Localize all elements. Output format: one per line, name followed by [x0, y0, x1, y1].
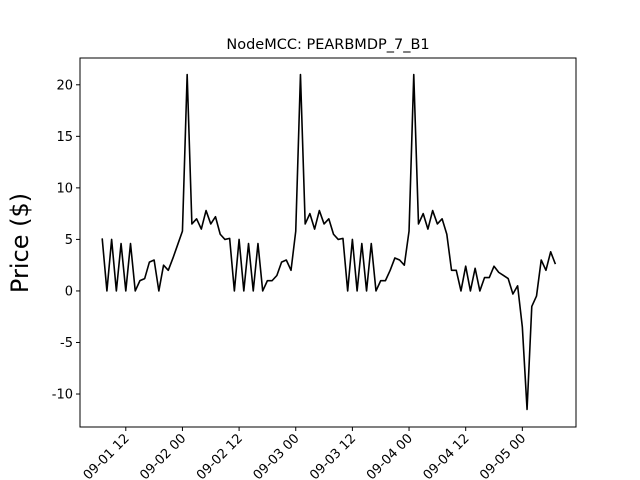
x-tick-label: 09-02 00 — [137, 431, 189, 480]
x-tick-label: 09-01 12 — [81, 431, 133, 480]
x-tick-label: 09-03 12 — [307, 431, 359, 480]
series-line — [101, 73, 557, 411]
x-tick-label: 09-04 00 — [364, 431, 416, 480]
chart-title: NodeMCC: PEARBMDP_7_B1 — [226, 37, 429, 53]
y-tick-label: -10 — [52, 388, 73, 403]
y-tick-label: 15 — [56, 130, 73, 145]
y-tick-label: 0 — [65, 284, 73, 299]
y-tick-label: 20 — [56, 78, 73, 93]
plot-frame — [79, 57, 577, 428]
y-tick-label: 10 — [56, 181, 73, 196]
x-tick-label: 09-02 12 — [194, 431, 246, 480]
x-tick-label: 09-04 12 — [421, 431, 473, 480]
y-axis-label: Price ($) — [6, 193, 34, 293]
y-tick-label: -5 — [60, 336, 73, 351]
y-tick-label: 5 — [65, 233, 73, 248]
x-tick-label: 09-03 00 — [251, 431, 303, 480]
x-tick-label: 09-05 00 — [477, 431, 529, 480]
